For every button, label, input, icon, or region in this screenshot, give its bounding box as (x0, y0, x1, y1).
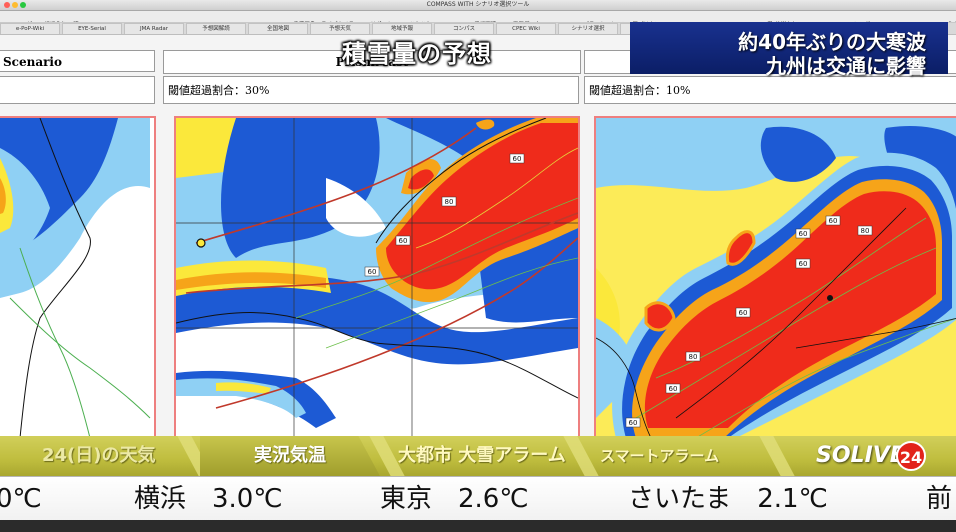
contour-label: 60 (513, 155, 522, 163)
prismmast-column-header: PrismMast (163, 50, 581, 74)
ticker-tab-current-temp: 実況気温 (200, 436, 380, 476)
contour-label: 80 (445, 198, 454, 206)
temp-partial-left: 0℃ (0, 484, 42, 514)
snow-map-left-graphic (0, 118, 154, 438)
ticker-tab-weather: 24(日)の天気 (42, 445, 156, 466)
minimize-window-button[interactable] (12, 2, 18, 8)
contour-label: 60 (629, 419, 638, 427)
solive-24-badge: 24 (896, 441, 926, 471)
contour-label: 60 (799, 230, 808, 238)
snow-map-left[interactable] (0, 116, 156, 440)
temp-yokohama: 横浜 3.0℃ (134, 484, 283, 514)
contour-label: 80 (689, 353, 698, 361)
ticker-tab-snow-alarm: 大都市 大雪アラーム (398, 445, 566, 466)
contour-label: 60 (399, 237, 408, 245)
solive-logo: SOLIVE (816, 443, 905, 468)
contour-label: 60 (368, 268, 377, 276)
bottom-strip (0, 520, 956, 532)
temperature-ticker: 0℃ 横浜 3.0℃ 東京 2.6℃ さいたま 2.1℃ 前 (0, 476, 956, 521)
ticker-separator (563, 436, 599, 476)
browser-tab[interactable]: JMA Radar (124, 23, 184, 34)
temp-tokyo: 東京 2.6℃ (380, 484, 529, 514)
scenario-column-header: Scenario (0, 50, 155, 72)
contour-label: 60 (829, 217, 838, 225)
contour-label: 80 (861, 227, 870, 235)
snow-map-right-graphic: 60 60 60 80 60 80 60 60 (596, 118, 956, 438)
ticker-separator (759, 436, 795, 476)
contour-label: 60 (669, 385, 678, 393)
temp-saitama: さいたま 2.1℃ (628, 484, 828, 514)
threshold-cell-center: 閾値超過割合：30% (163, 76, 579, 104)
contour-label: 60 (799, 260, 808, 268)
browser-tab[interactable]: 全国地図 (248, 23, 308, 34)
headline-line-2: 九州は交通に影響 (766, 54, 926, 78)
ticker-tab-bar: 24(日)の天気 実況気温 大都市 大雪アラーム スマートアラーム (0, 436, 956, 476)
threshold-cell-left (0, 76, 155, 104)
browser-tab[interactable]: e-PoP-Wiki (0, 23, 60, 34)
browser-tab[interactable]: コンパス (434, 23, 494, 34)
browser-tab[interactable]: 予想天気 (310, 23, 370, 34)
zoom-window-button[interactable] (20, 2, 26, 8)
snow-map-center[interactable]: 60 80 60 60 (174, 116, 580, 440)
browser-tab[interactable]: シナリオ選択 (558, 23, 618, 34)
close-window-button[interactable] (4, 2, 10, 8)
bookmarks-bar: Intlゼほほえむ24時CPEC VisualizationMWSFOSTER … (0, 11, 956, 23)
temp-partial-right: 前 (926, 484, 953, 514)
headline-line-1: 約40年ぶりの大寒波 (738, 30, 926, 54)
browser-tab[interactable]: 予想図解読 (186, 23, 246, 34)
threshold-cell-right: 閾値超過割合：10% (584, 76, 956, 104)
ticker-tab-smart-alarm: スマートアラーム (600, 447, 720, 465)
browser-tab[interactable]: EYE-Serial (62, 23, 122, 34)
headline-box: 約40年ぶりの大寒波 九州は交通に影響 (630, 22, 948, 78)
window-title: COMPASS WITH シナリオ選択ツール (426, 1, 530, 8)
snow-map-right[interactable]: 60 60 60 80 60 80 60 60 (594, 116, 956, 440)
snow-map-center-graphic: 60 80 60 60 (176, 118, 578, 438)
browser-tab[interactable]: CPEC Wiki (496, 23, 556, 34)
window-titlebar: COMPASS WITH シナリオ選択ツール (0, 0, 956, 11)
main-caption: 積雪量の予想 (342, 40, 492, 68)
browser-tab[interactable]: 地域予報 (372, 23, 432, 34)
contour-label: 60 (739, 309, 748, 317)
